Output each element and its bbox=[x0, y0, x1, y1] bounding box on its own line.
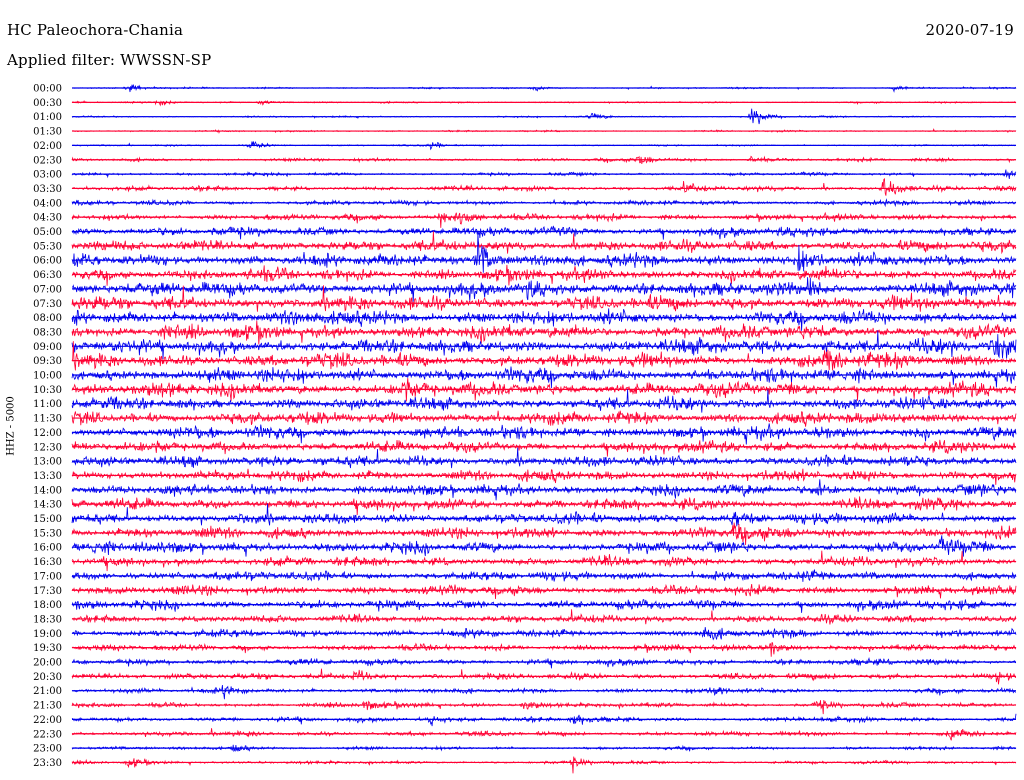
trace-label: 14:30 bbox=[33, 500, 62, 511]
seismogram-trace bbox=[71, 211, 1017, 228]
seismogram-trace bbox=[71, 583, 1017, 600]
trace-label: 16:00 bbox=[33, 543, 62, 554]
seismogram-trace bbox=[71, 308, 1017, 331]
trace-label: 04:30 bbox=[33, 213, 62, 224]
seismogram-trace bbox=[71, 341, 1017, 371]
trace-label: 23:00 bbox=[33, 744, 62, 755]
trace-label: 22:00 bbox=[33, 715, 62, 726]
seismogram-trace bbox=[71, 285, 1017, 312]
trace-label: 18:00 bbox=[33, 600, 62, 611]
trace-label: 01:30 bbox=[33, 127, 62, 138]
trace-label: 20:00 bbox=[33, 658, 62, 669]
trace-label: 10:30 bbox=[33, 385, 62, 396]
trace-label: 15:30 bbox=[33, 528, 62, 539]
seismogram-trace bbox=[71, 225, 1017, 240]
seismogram-trace bbox=[71, 177, 1017, 196]
trace-label: 08:30 bbox=[33, 327, 62, 338]
seismogram-trace bbox=[71, 264, 1017, 286]
trace-label: 21:00 bbox=[33, 686, 62, 697]
seismogram-trace bbox=[71, 233, 1017, 273]
seismogram-trace bbox=[71, 598, 1017, 613]
seismogram-trace bbox=[71, 684, 1016, 700]
trace-label: 02:30 bbox=[33, 155, 62, 166]
seismogram-trace bbox=[71, 550, 1017, 572]
trace-label: 06:30 bbox=[33, 270, 62, 281]
trace-label: 10:00 bbox=[33, 371, 62, 382]
trace-label: 02:00 bbox=[33, 141, 62, 152]
seismogram-trace bbox=[71, 496, 1017, 516]
seismogram-trace bbox=[71, 447, 1017, 469]
trace-label: 05:30 bbox=[33, 241, 62, 252]
trace-label: 17:30 bbox=[33, 586, 62, 597]
trace-label: 12:00 bbox=[33, 428, 62, 439]
trace-label: 13:30 bbox=[33, 471, 62, 482]
trace-label: 21:30 bbox=[33, 701, 62, 712]
trace-label: 17:00 bbox=[33, 571, 62, 582]
filter-label: Applied filter: WWSSN-SP bbox=[7, 51, 212, 69]
trace-label: 11:30 bbox=[33, 414, 62, 425]
trace-label: 03:00 bbox=[33, 170, 62, 181]
trace-label: 22:30 bbox=[33, 729, 62, 740]
seismogram-trace bbox=[71, 700, 1017, 715]
seismogram-trace bbox=[71, 423, 1017, 445]
trace-label: 14:00 bbox=[33, 485, 62, 496]
seismogram-trace bbox=[71, 503, 1017, 527]
date-label: 2020-07-19 bbox=[925, 21, 1014, 39]
trace-label: 05:00 bbox=[33, 227, 62, 238]
trace-label: 08:00 bbox=[33, 313, 62, 324]
trace-label: 16:30 bbox=[33, 557, 62, 568]
trace-label: 09:00 bbox=[33, 342, 62, 353]
seismogram-trace bbox=[71, 642, 1017, 657]
trace-label: 07:00 bbox=[33, 284, 62, 295]
seismogram-trace bbox=[71, 389, 1017, 413]
station-title: HC Paleochora-Chania bbox=[7, 21, 184, 39]
seismogram-trace bbox=[71, 657, 1017, 669]
seismogram-trace bbox=[71, 522, 1017, 546]
trace-label: 06:00 bbox=[33, 256, 62, 267]
trace-label: 07:30 bbox=[33, 299, 62, 310]
seismogram-trace bbox=[71, 330, 1017, 360]
trace-label: 03:30 bbox=[33, 184, 62, 195]
trace-label: 23:30 bbox=[33, 758, 62, 769]
trace-label: 19:00 bbox=[33, 629, 62, 640]
trace-label: 00:30 bbox=[33, 98, 62, 109]
trace-label: 18:30 bbox=[33, 614, 62, 625]
seismogram-trace bbox=[71, 609, 1017, 625]
seismogram-trace bbox=[71, 99, 1017, 107]
trace-label: 09:30 bbox=[33, 356, 62, 367]
seismogram-trace bbox=[71, 410, 1017, 427]
trace-label: 19:30 bbox=[33, 643, 62, 654]
seismogram-trace bbox=[71, 535, 1016, 557]
trace-label: 15:00 bbox=[33, 514, 62, 525]
seismogram-trace bbox=[71, 366, 1017, 389]
trace-label: 00:00 bbox=[33, 84, 62, 95]
seismogram-trace bbox=[71, 439, 1017, 457]
seismogram-trace bbox=[71, 231, 1017, 255]
seismogram-trace bbox=[71, 320, 1017, 345]
trace-label: 12:30 bbox=[33, 442, 62, 453]
trace-label: 04:00 bbox=[33, 198, 62, 209]
trace-label: 11:00 bbox=[33, 399, 62, 410]
seismogram-trace bbox=[71, 756, 1017, 774]
trace-label: 20:30 bbox=[33, 672, 62, 683]
seismogram-trace bbox=[71, 468, 1017, 485]
trace-label: 01:00 bbox=[33, 112, 62, 123]
trace-label: 13:00 bbox=[33, 457, 62, 468]
